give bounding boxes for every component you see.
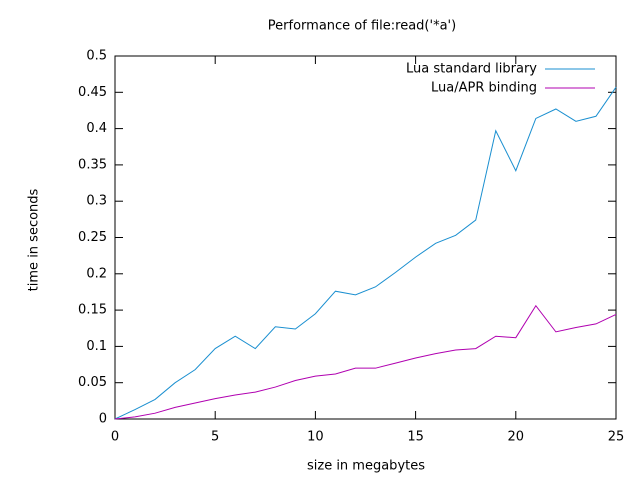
y-tick-label: 0: [99, 412, 107, 427]
x-tick-label: 20: [508, 430, 525, 445]
y-tick-label: 0.4: [86, 121, 107, 136]
x-tick-label: 25: [608, 430, 625, 445]
y-tick-label: 0.1: [86, 339, 107, 354]
y-tick-label: 0.2: [86, 266, 107, 281]
y-tick-label: 0.05: [78, 375, 107, 390]
y-tick-label: 0.3: [86, 194, 107, 209]
x-tick-label: 5: [211, 430, 219, 445]
x-tick-label: 10: [307, 430, 324, 445]
y-tick-label: 0.45: [78, 85, 107, 100]
y-tick-label: 0.5: [86, 49, 107, 64]
x-tick-label: 15: [407, 430, 424, 445]
series-line: [114, 86, 617, 420]
y-tick-label: 0.35: [78, 157, 107, 172]
legend-label: Lua standard library: [406, 62, 537, 77]
x-tick-label: 0: [111, 430, 119, 445]
y-axis-label: time in seconds: [27, 188, 42, 291]
y-tick-label: 0.25: [78, 230, 107, 245]
series-line: [114, 304, 617, 420]
chart-title: Performance of file:read('*a'): [268, 19, 456, 34]
x-axis-label: size in megabytes: [307, 459, 425, 474]
legend-label: Lua/APR binding: [431, 81, 537, 96]
y-tick-label: 0.15: [78, 303, 107, 318]
